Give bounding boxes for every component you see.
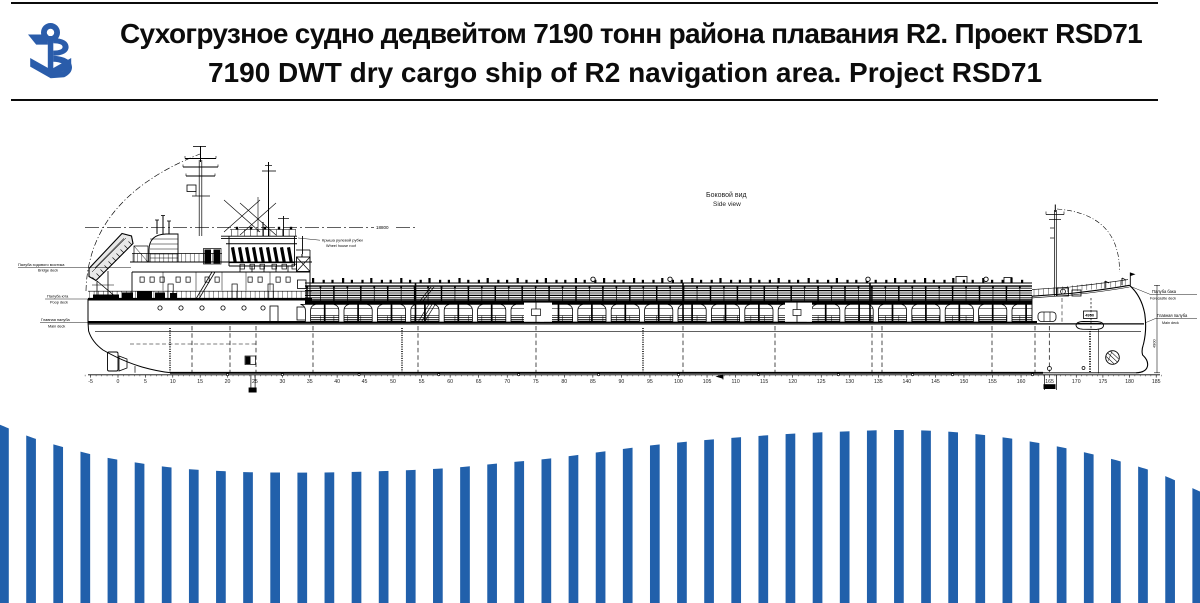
- svg-text:80: 80: [561, 379, 567, 385]
- svg-text:160: 160: [1017, 379, 1026, 385]
- svg-text:75: 75: [533, 379, 539, 385]
- svg-text:18800: 18800: [376, 225, 389, 230]
- svg-text:30: 30: [279, 379, 285, 385]
- svg-text:45: 45: [362, 379, 368, 385]
- svg-text:140: 140: [903, 379, 912, 385]
- svg-text:35: 35: [307, 379, 313, 385]
- svg-text:Main deck: Main deck: [1162, 321, 1179, 325]
- svg-text:Главная палуба: Главная палуба: [1157, 313, 1188, 318]
- svg-text:Палуба бака: Палуба бака: [1152, 289, 1177, 294]
- svg-text:125: 125: [817, 379, 826, 385]
- svg-text:175: 175: [1099, 379, 1108, 385]
- svg-text:100: 100: [674, 379, 683, 385]
- svg-text:65: 65: [476, 379, 482, 385]
- svg-text:Main deck: Main deck: [48, 324, 65, 328]
- svg-text:Боковой вид: Боковой вид: [706, 191, 747, 199]
- svg-text:Side view: Side view: [713, 201, 741, 208]
- svg-text:150: 150: [960, 379, 969, 385]
- svg-text:130: 130: [845, 379, 854, 385]
- svg-text:15: 15: [197, 379, 203, 385]
- svg-text:60: 60: [447, 379, 453, 385]
- svg-text:110: 110: [731, 379, 739, 385]
- svg-text:115: 115: [760, 379, 768, 385]
- svg-text:95: 95: [647, 379, 653, 385]
- svg-text:Палуба юта: Палуба юта: [47, 293, 69, 298]
- svg-text:90: 90: [619, 379, 625, 385]
- svg-text:155: 155: [988, 379, 997, 385]
- svg-text:Главная палуба: Главная палуба: [41, 317, 71, 322]
- svg-text:55: 55: [419, 379, 425, 385]
- svg-text:4950: 4950: [1085, 313, 1095, 318]
- svg-text:165: 165: [1045, 379, 1054, 385]
- svg-text:Poop deck: Poop deck: [50, 300, 68, 304]
- svg-text:Wheel house roof: Wheel house roof: [326, 244, 357, 248]
- svg-text:Bridge deck: Bridge deck: [38, 269, 58, 273]
- svg-text:40: 40: [334, 379, 340, 385]
- svg-text:185: 185: [1152, 379, 1161, 385]
- svg-text:Forecastle deck: Forecastle deck: [1150, 297, 1176, 301]
- svg-text:5: 5: [144, 379, 147, 385]
- svg-text:145: 145: [931, 379, 940, 385]
- svg-text:-5: -5: [88, 379, 93, 385]
- svg-text:85: 85: [590, 379, 596, 385]
- svg-text:10: 10: [170, 379, 176, 385]
- svg-text:105: 105: [703, 379, 712, 385]
- svg-text:70: 70: [504, 379, 510, 385]
- svg-text:135: 135: [874, 379, 883, 385]
- svg-text:50: 50: [390, 379, 396, 385]
- svg-text:0: 0: [117, 379, 120, 385]
- svg-text:170: 170: [1072, 379, 1081, 385]
- svg-text:Палуба ходового мостика: Палуба ходового мостика: [18, 262, 65, 267]
- svg-text:180: 180: [1125, 379, 1134, 385]
- svg-text:120: 120: [788, 379, 797, 385]
- svg-text:4900: 4900: [1152, 339, 1157, 348]
- svg-text:Крыша рулевой рубки: Крыша рулевой рубки: [322, 238, 363, 243]
- svg-text:20: 20: [225, 379, 231, 385]
